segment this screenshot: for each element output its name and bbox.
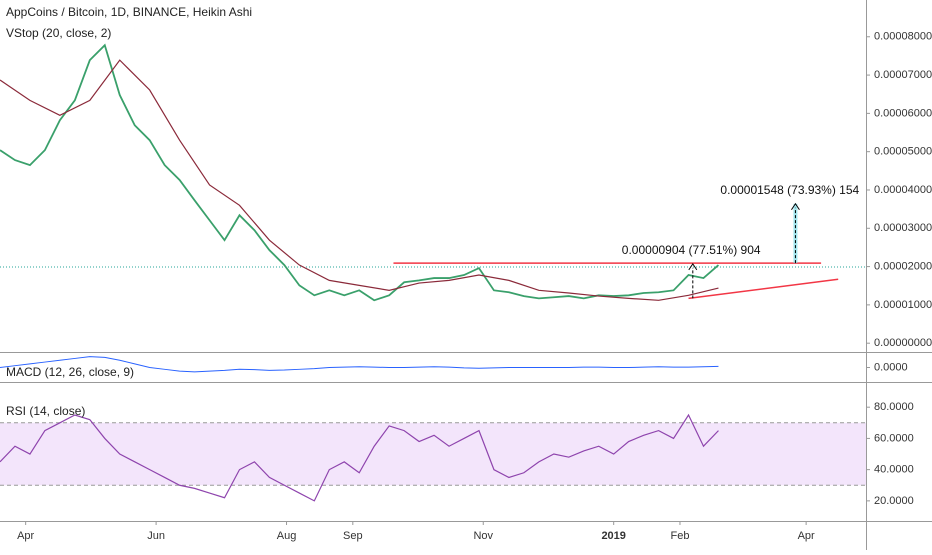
rsi-line	[0, 413, 719, 502]
x-tick-label: Aug	[277, 530, 297, 542]
y-tick-label: 0.00000000	[874, 337, 932, 349]
y-tick-label: 20.0000	[874, 495, 914, 507]
annotation: 0.00001548 (73.93%) 154	[720, 183, 859, 197]
vstop-line	[0, 59, 719, 301]
indicator-label: MACD (12, 26, close, 9)	[6, 365, 134, 379]
annotation: 0.00000904 (77.51%) 904	[622, 243, 761, 257]
y-tick-label: 0.00007000	[874, 69, 932, 81]
x-tick-label: Jun	[147, 530, 165, 542]
y-tick-label: 0.00008000	[874, 31, 932, 43]
y-tick-label: 80.0000	[874, 401, 914, 413]
y-tick-label: 40.0000	[874, 464, 914, 476]
indicator-label: VStop (20, close, 2)	[6, 26, 111, 40]
rsi-band	[0, 422, 866, 486]
chart-title: AppCoins / Bitcoin, 1D, BINANCE, Heikin …	[6, 5, 252, 19]
y-tick-label: 0.00001000	[874, 299, 932, 311]
y-tick-label: 0.00004000	[874, 184, 932, 196]
y-tick-label: 0.00003000	[874, 222, 932, 234]
price-line	[0, 43, 720, 302]
x-tick-label: Apr	[17, 530, 34, 542]
y-tick-label: 0.00002000	[874, 260, 932, 272]
x-tick-label: Sep	[343, 530, 363, 542]
x-tick-label: Apr	[798, 530, 815, 542]
macd-line	[0, 356, 719, 373]
y-tick-label: 0.00006000	[874, 107, 932, 119]
trend-line	[688, 278, 839, 300]
y-tick-label: 60.0000	[874, 432, 914, 444]
y-tick-label: 0.00005000	[874, 146, 932, 158]
measure-box	[793, 203, 798, 264]
arrow-head	[688, 263, 698, 271]
y-tick-label: 0.0000	[874, 361, 908, 373]
x-tick-label: 2019	[601, 530, 625, 542]
indicator-label: RSI (14, close)	[6, 404, 85, 418]
x-tick-label: Nov	[473, 530, 493, 542]
arrow-head	[791, 202, 800, 211]
x-tick-label: Feb	[670, 530, 689, 542]
